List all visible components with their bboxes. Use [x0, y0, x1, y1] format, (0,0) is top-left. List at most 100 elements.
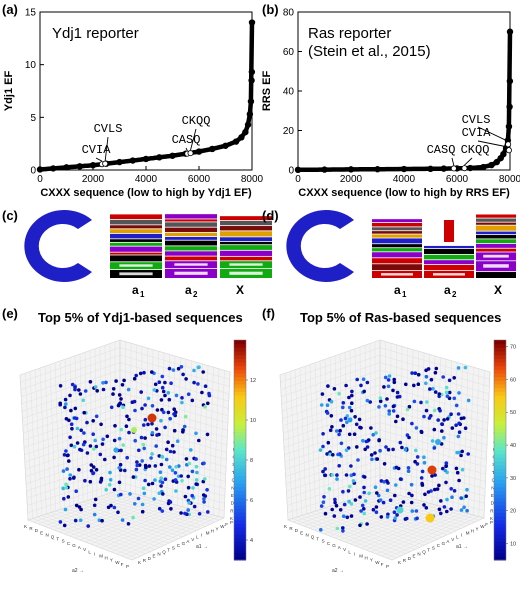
data-point — [338, 508, 343, 512]
data-point — [406, 469, 411, 474]
x-axis-letter: Y — [370, 558, 373, 563]
data-point — [146, 482, 151, 487]
colorbar-segment — [494, 446, 506, 451]
colorbar-segment — [494, 549, 506, 554]
z-axis-letter: S — [492, 462, 495, 467]
data-point — [341, 489, 345, 494]
data-point — [86, 524, 90, 528]
data-point — [332, 387, 337, 391]
grid-line — [192, 362, 198, 510]
data-point — [327, 487, 332, 491]
data-point — [159, 418, 163, 423]
data-point — [94, 414, 99, 419]
data-point — [155, 408, 160, 412]
grid-line — [371, 512, 464, 553]
data-point — [129, 157, 136, 164]
colorbar-segment — [234, 369, 246, 374]
data-point — [181, 428, 185, 432]
data-point — [200, 390, 204, 395]
z-axis-letter: K — [490, 516, 493, 521]
data-point — [437, 392, 442, 396]
data-point — [452, 489, 457, 493]
data-point — [347, 432, 352, 437]
logo-glyph — [476, 235, 516, 239]
y-axis-letter: K — [398, 560, 401, 565]
logo-glyph — [110, 233, 162, 239]
data-point — [132, 399, 137, 404]
logo-glyph — [110, 255, 162, 262]
data-point — [65, 467, 69, 471]
colorbar-segment — [234, 435, 246, 440]
data-point — [444, 480, 448, 485]
colorbar-segment — [494, 461, 506, 466]
colorbar-segment — [234, 428, 246, 433]
data-point — [194, 482, 198, 486]
data-point — [335, 477, 339, 481]
y-axis-letter: I — [201, 533, 202, 538]
y-axis-letter: E — [413, 554, 416, 559]
data-point — [392, 377, 397, 382]
logo-glyph — [220, 250, 272, 256]
data-point — [352, 432, 357, 437]
data-point — [101, 437, 105, 442]
data-point — [347, 499, 351, 504]
data-point — [405, 407, 410, 412]
data-point — [183, 414, 188, 419]
data-point — [81, 442, 86, 447]
data-point — [343, 416, 348, 421]
logo-glyph-counter — [229, 271, 263, 275]
colorbar-segment — [494, 395, 506, 400]
data-point — [152, 388, 157, 392]
colorbar-segment — [494, 523, 506, 528]
x-tick-label: 8000 — [499, 174, 520, 185]
data-point — [359, 509, 363, 513]
annotation-leader — [95, 157, 103, 162]
annotation-leader — [104, 136, 109, 161]
data-point — [159, 462, 164, 467]
data-point — [391, 447, 395, 452]
data-point — [391, 404, 396, 409]
data-point — [382, 385, 386, 389]
data-point — [433, 390, 438, 394]
data-point — [125, 455, 129, 460]
colorbar-segment — [494, 453, 506, 458]
colorbar-segment — [494, 435, 506, 440]
x-tick-label: 4000 — [393, 174, 416, 185]
grid-line — [94, 348, 98, 498]
z-axis-letter: E — [231, 493, 234, 498]
data-point — [192, 368, 196, 373]
data-point — [131, 475, 136, 479]
y-axis-letter: T — [427, 547, 430, 552]
data-point — [362, 511, 367, 516]
data-point — [344, 448, 349, 453]
data-point — [416, 382, 421, 387]
x-axis-label-a: CXXX sequence (low to high by Ydj1 EF) — [40, 187, 252, 199]
data-point — [143, 403, 147, 407]
grid-line — [101, 495, 206, 527]
panel-b: (b) Ras reporter (Stein et al., 2015) 0 2… — [261, 2, 520, 199]
y-tick-label: 40 — [283, 87, 295, 98]
logo-glyph — [476, 214, 516, 218]
colorbar-segment — [494, 424, 506, 429]
y-axis-letter: E — [153, 554, 156, 559]
logo-d-label-x: X — [494, 283, 502, 297]
data-point — [194, 464, 199, 469]
data-point — [201, 370, 205, 374]
logo-glyph — [165, 214, 217, 219]
annotation-marker — [450, 165, 457, 172]
data-point — [424, 374, 429, 379]
data-point — [111, 387, 116, 391]
colorbar-segment — [494, 497, 506, 502]
logo-glyph-counter — [174, 271, 208, 275]
data-point — [330, 473, 335, 477]
data-point — [68, 477, 72, 481]
data-point — [157, 380, 162, 385]
colorbar-segment — [234, 490, 246, 495]
data-point — [407, 491, 411, 496]
logo-glyph — [372, 244, 422, 248]
grid-line — [78, 503, 183, 538]
data-point — [332, 514, 337, 518]
y-axis-name: a1 → — [196, 544, 208, 550]
data-point — [321, 469, 325, 474]
data-point — [370, 457, 374, 462]
